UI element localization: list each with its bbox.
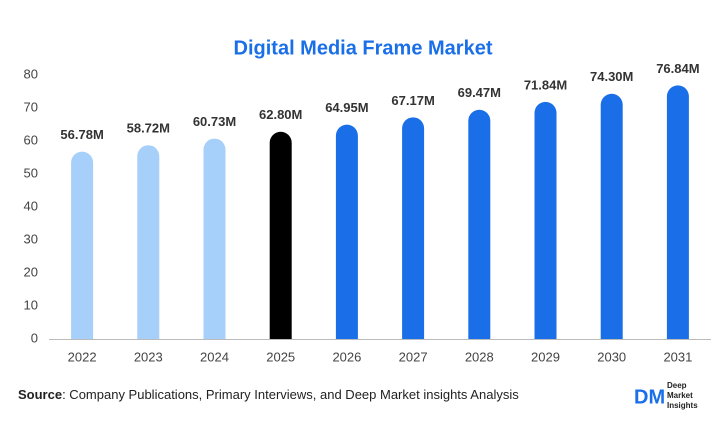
y-tick-label: 60 — [24, 132, 38, 147]
chart-title: Digital Media Frame Market — [234, 37, 493, 59]
y-tick-label: 0 — [31, 330, 38, 345]
x-tick-label: 2024 — [200, 349, 229, 364]
logo-text: Deep — [667, 381, 687, 390]
bar — [137, 145, 160, 339]
bar — [269, 131, 292, 339]
data-label: 74.30M — [590, 69, 633, 84]
logo-text: Insights — [667, 401, 698, 410]
source-text: : Company Publications, Primary Intervie… — [62, 387, 519, 402]
y-tick-label: 70 — [24, 99, 38, 114]
y-tick-label: 40 — [24, 198, 38, 213]
x-tick-label: 2028 — [465, 349, 494, 364]
bar — [600, 93, 623, 340]
bar — [468, 109, 491, 339]
x-tick-label: 2025 — [266, 349, 295, 364]
bar — [335, 124, 358, 339]
data-label: 64.95M — [325, 100, 368, 115]
y-tick-label: 50 — [24, 165, 38, 180]
x-tick-label: 2030 — [597, 349, 626, 364]
y-tick-label: 20 — [24, 264, 38, 279]
x-tick-label: 2023 — [134, 349, 163, 364]
bar — [71, 151, 94, 339]
data-label: 71.84M — [524, 77, 567, 92]
data-label: 56.78M — [60, 127, 103, 142]
source-label: Source — [18, 387, 62, 402]
source: Source: Company Publications, Primary In… — [18, 387, 519, 402]
y-tick-label: 30 — [24, 231, 38, 246]
bar — [534, 101, 557, 339]
data-label: 76.84M — [656, 61, 699, 76]
y-tick-label: 80 — [24, 66, 38, 81]
x-tick-label: 2027 — [399, 349, 428, 364]
bar — [203, 138, 226, 339]
bar — [666, 85, 689, 339]
data-label: 60.73M — [193, 114, 236, 129]
x-tick-label: 2022 — [68, 349, 97, 364]
data-label: 62.80M — [259, 107, 302, 122]
logo-mark: DM — [634, 386, 665, 408]
x-tick-label: 2029 — [531, 349, 560, 364]
data-label: 58.72M — [127, 121, 170, 136]
y-tick-label: 10 — [24, 297, 38, 312]
data-label: 67.17M — [391, 93, 434, 108]
logo-text: Market — [667, 391, 693, 400]
bar — [402, 117, 425, 339]
x-tick-label: 2031 — [663, 349, 692, 364]
x-tick-label: 2026 — [332, 349, 361, 364]
data-label: 69.47M — [458, 85, 501, 100]
